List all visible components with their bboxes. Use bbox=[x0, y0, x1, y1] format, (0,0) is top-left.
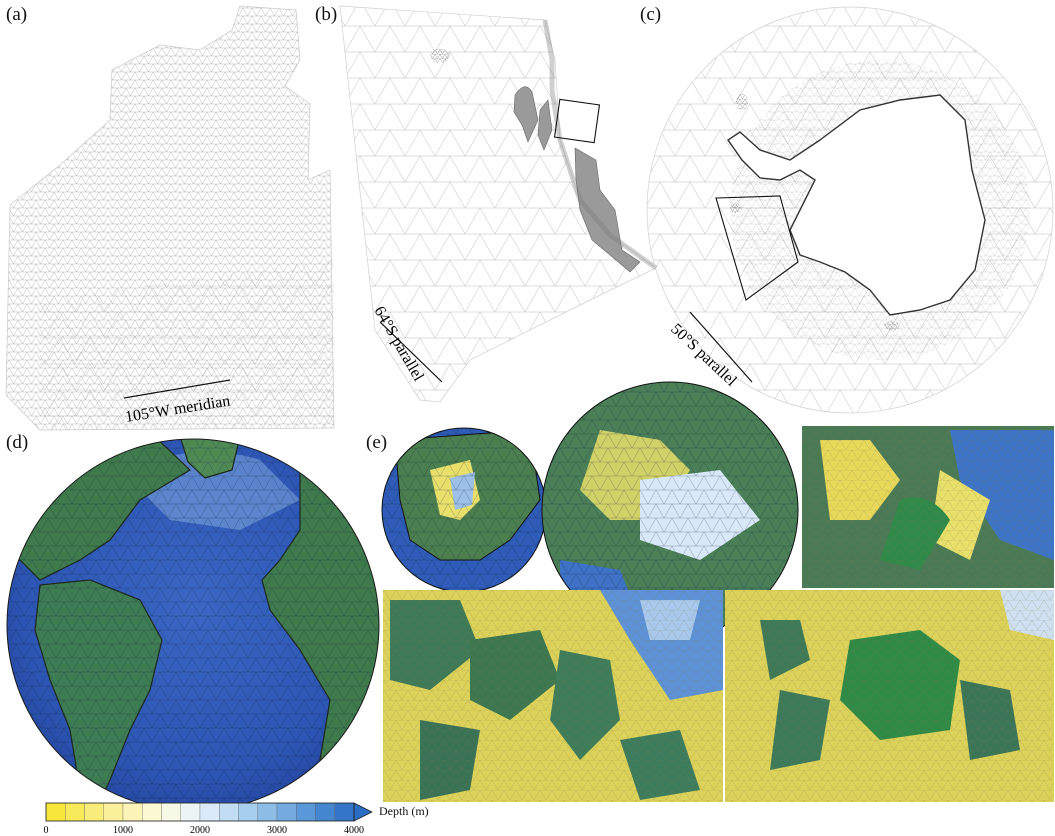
colorbar-cell bbox=[334, 802, 355, 822]
panel-c-mesh-diagram: 50°S parallel bbox=[646, 6, 1054, 414]
colorbar-tick-label: 0 bbox=[44, 825, 49, 836]
colorbar-cell bbox=[296, 802, 316, 822]
panel-a-mesh-diagram: 105°W meridian bbox=[5, 5, 335, 431]
mesh-refinement-spot-c3 bbox=[884, 321, 900, 331]
panel-e-label: (e) bbox=[366, 432, 388, 453]
colorbar-cell bbox=[180, 802, 201, 822]
mesh-refinement-spot bbox=[430, 49, 450, 63]
panel-d-globe bbox=[6, 438, 380, 812]
colorbar-cell bbox=[315, 802, 335, 822]
colorbar-title: Depth (m) bbox=[379, 804, 429, 818]
panel-c-label: (c) bbox=[640, 4, 662, 25]
panel-b-label: (b) bbox=[315, 4, 338, 25]
meridian-line bbox=[123, 379, 231, 399]
colorbar-cell bbox=[219, 802, 239, 822]
colorbar-tick-label: 4000 bbox=[344, 825, 364, 836]
panel-b-mesh-diagram: 64°S parallel bbox=[339, 5, 658, 403]
colorbar-frame bbox=[45, 802, 355, 822]
colorbar-cell bbox=[238, 802, 258, 822]
colorbar-tick-label: 2000 bbox=[190, 825, 210, 836]
colorbar-cell bbox=[142, 802, 162, 822]
zoom-box-b bbox=[553, 98, 601, 144]
colorbar-cell bbox=[276, 802, 297, 822]
mesh-refinement-spot-c2 bbox=[730, 203, 742, 213]
colorbar-cell bbox=[199, 802, 220, 822]
colorbar-tick-label: 1000 bbox=[113, 825, 133, 836]
colorbar-cells bbox=[45, 802, 355, 822]
parallel-line-c bbox=[689, 311, 753, 383]
colorbar-cell bbox=[103, 802, 124, 822]
zoom-sector-c bbox=[715, 195, 799, 301]
colorbar-cell bbox=[65, 802, 85, 822]
zoom-globe-1 bbox=[381, 427, 547, 593]
panel-d-label: (d) bbox=[6, 432, 29, 453]
parallel-line-b bbox=[379, 321, 443, 383]
colorbar-extend-arrow bbox=[353, 802, 373, 822]
colorbar-cell bbox=[45, 802, 66, 822]
coastline-islands bbox=[513, 86, 641, 273]
colorbar-cell bbox=[122, 802, 143, 822]
mesh-refinement-spot-c1 bbox=[736, 94, 748, 110]
coastline-fringe bbox=[542, 19, 658, 271]
zoom-rect-3 bbox=[802, 426, 1054, 588]
panel-a-coarse-overlay bbox=[40, 260, 334, 430]
antarctica-landmass bbox=[727, 94, 986, 316]
colorbar-cell bbox=[161, 802, 181, 822]
colorbar-cell bbox=[84, 802, 104, 822]
depth-colorbar: 0 1000 2000 3000 4000 bbox=[44, 802, 373, 836]
colorbar-ticks: 0 1000 2000 3000 4000 bbox=[44, 825, 365, 836]
panel-a-label: (a) bbox=[6, 4, 28, 25]
colorbar-tick-label: 3000 bbox=[267, 825, 287, 836]
zoom-rect-5 bbox=[725, 590, 1054, 802]
panel-e-zoom-sequence bbox=[381, 381, 1054, 802]
zoom-rect-4 bbox=[383, 590, 723, 802]
colorbar-cell bbox=[257, 802, 278, 822]
